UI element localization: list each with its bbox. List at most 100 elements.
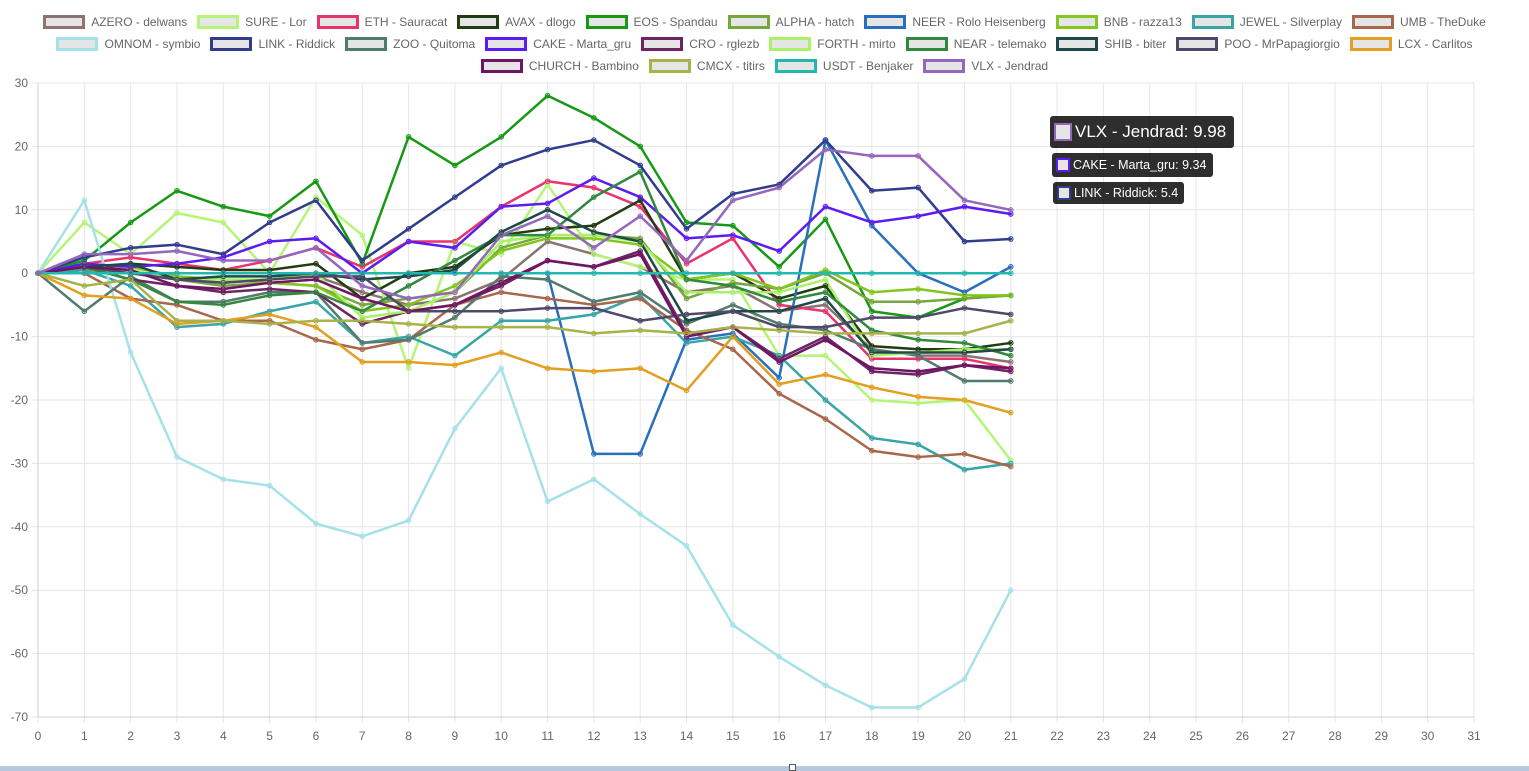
legend-item-cmcx[interactable]: CMCX - titirs: [648, 59, 765, 73]
data-point-usdt: [591, 270, 597, 277]
data-point-eos: [776, 264, 782, 270]
legend-item-jewel[interactable]: JEWEL - Silverplay: [1191, 15, 1342, 29]
legend-item-usdt[interactable]: USDT - Benjaker: [774, 59, 913, 73]
legend-label: CAKE - Marta_gru: [533, 37, 632, 51]
series-line-alpha: [36, 233, 1013, 307]
data-point-near: [359, 308, 366, 315]
legend-label: BNB - razza13: [1103, 15, 1182, 29]
legend-item-link[interactable]: LINK - Riddick: [210, 37, 335, 51]
data-point-jewel: [313, 298, 319, 305]
x-tick-label: 13: [634, 729, 648, 743]
data-point-near: [220, 302, 227, 308]
data-point-lcx: [359, 359, 366, 365]
data-point-shib: [127, 260, 134, 267]
data-point-poo: [730, 308, 736, 315]
legend-item-zoo[interactable]: ZOO - Quitoma: [345, 37, 475, 51]
x-tick-label: 29: [1375, 729, 1389, 743]
data-point-cake: [405, 238, 412, 245]
legend-item-vlx[interactable]: VLX - Jendrad: [923, 59, 1048, 73]
data-point-vlx: [313, 245, 319, 251]
x-tick-label: 10: [495, 729, 509, 743]
data-point-jewel: [961, 466, 968, 473]
data-point-jewel: [822, 397, 829, 403]
legend-item-near[interactable]: NEAR - telemako: [905, 37, 1046, 51]
data-point-lcx: [776, 381, 782, 387]
data-point-neer: [1007, 264, 1014, 270]
data-point-zoo: [359, 340, 366, 346]
data-point-church: [961, 362, 968, 368]
legend-label: OMNOM - symbio: [104, 37, 201, 51]
data-point-cake: [637, 194, 643, 200]
legend-item-sure[interactable]: SURE - Lor: [197, 15, 307, 29]
data-point-vlx: [683, 257, 690, 264]
legend-color-swatch: [480, 59, 523, 73]
data-point-vlx: [359, 283, 366, 289]
tooltip-color-swatch: [1056, 158, 1070, 172]
legend-item-eos[interactable]: EOS - Spandau: [585, 15, 718, 29]
data-point-church: [266, 279, 273, 286]
data-point-cmcx: [174, 317, 180, 324]
legend-item-neer[interactable]: NEER - Rolo Heisenberg: [864, 15, 1046, 29]
data-point-eos: [220, 203, 227, 210]
data-point-near: [174, 298, 180, 305]
legend-color-swatch: [457, 15, 500, 29]
data-point-vlx: [730, 197, 736, 204]
legend-item-bnb[interactable]: BNB - razza13: [1055, 15, 1182, 29]
data-point-eos: [127, 219, 134, 226]
resize-handle[interactable]: [789, 764, 796, 771]
legend-color-swatch: [43, 15, 86, 29]
legend-item-cake[interactable]: CAKE - Marta_gru: [485, 37, 631, 51]
data-point-cmcx: [730, 324, 736, 330]
data-point-lcx: [915, 394, 921, 400]
legend-item-church[interactable]: CHURCH - Bambino: [480, 59, 639, 73]
y-tick-label: -70: [11, 710, 29, 724]
data-point-forth: [822, 276, 829, 283]
legend-item-umb[interactable]: UMB - TheDuke: [1352, 15, 1486, 29]
bottom-scrollbar[interactable]: [0, 766, 1529, 771]
data-point-sure: [637, 264, 643, 270]
legend-item-alpha[interactable]: ALPHA - hatch: [727, 15, 854, 29]
data-point-usdt: [127, 270, 134, 277]
data-point-sure: [915, 400, 921, 406]
data-point-link: [869, 187, 875, 194]
data-point-bnb: [869, 289, 875, 296]
series-line-vlx: [36, 148, 1013, 300]
data-point-cake: [498, 203, 505, 210]
data-point-zoo: [730, 302, 736, 308]
data-point-jewel: [683, 340, 690, 346]
legend-color-swatch: [56, 37, 99, 51]
data-point-omnom: [961, 676, 968, 682]
data-point-near: [730, 283, 736, 289]
data-point-omnom: [637, 511, 643, 517]
legend-item-forth[interactable]: FORTH - mirto: [769, 37, 896, 51]
legend-label: EOS - Spandau: [633, 15, 718, 29]
data-point-link: [730, 191, 736, 197]
data-point-vlx: [822, 146, 829, 153]
data-point-near: [266, 292, 273, 299]
x-tick-label: 0: [35, 729, 42, 743]
legend-color-swatch: [774, 59, 817, 73]
x-tick-label: 1: [81, 729, 88, 743]
data-point-cmcx: [405, 321, 412, 327]
legend-color-swatch: [210, 37, 253, 51]
legend-item-shib[interactable]: SHIB - biter: [1056, 37, 1166, 51]
legend-item-lcx[interactable]: LCX - Carlitos: [1349, 37, 1473, 51]
legend-item-poo[interactable]: POO - MrPapagiorgio: [1176, 37, 1340, 51]
y-tick-label: 30: [15, 76, 29, 90]
tooltip-vlx: VLX - Jendrad: 9.98: [1050, 116, 1235, 148]
x-tick-label: 31: [1467, 729, 1481, 743]
series-line-forth: [36, 233, 1013, 357]
legend-item-eth[interactable]: ETH - Sauracat: [316, 15, 447, 29]
legend-item-omnom[interactable]: OMNOM - symbio: [56, 37, 200, 51]
legend-item-cro[interactable]: CRO - rglezb: [641, 37, 759, 51]
legend-item-avax[interactable]: AVAX - dlogo: [457, 15, 576, 29]
data-point-usdt: [869, 270, 875, 277]
legend-item-azero[interactable]: AZERO - delwans: [43, 15, 187, 29]
chart-grid: [32, 82, 1475, 723]
data-point-cmcx: [637, 327, 643, 334]
data-point-usdt: [313, 270, 319, 277]
data-point-church: [174, 283, 180, 289]
data-point-cmcx: [591, 330, 597, 337]
data-point-neer: [776, 375, 782, 381]
